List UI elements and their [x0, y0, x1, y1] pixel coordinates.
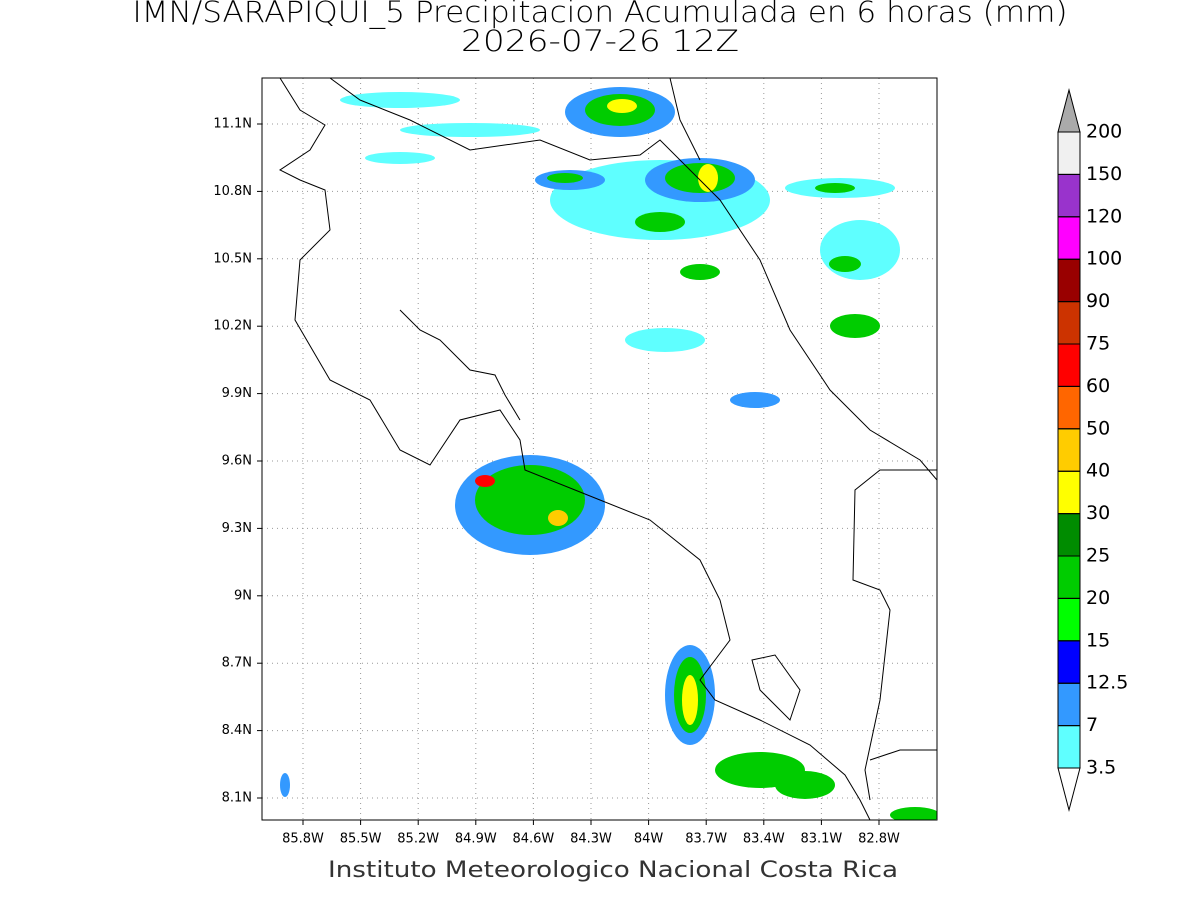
- x-tick-label: 83.1W: [800, 832, 842, 847]
- rain-area: [475, 475, 495, 487]
- colorbar-label: 7: [1086, 714, 1098, 736]
- x-tick-label: 85.2W: [397, 832, 439, 847]
- rain-area: [829, 256, 861, 272]
- subtitle: 2026-07-26 12Z: [461, 24, 739, 58]
- colorbar-label: 25: [1086, 545, 1110, 567]
- coast: [399, 309, 521, 421]
- colorbar-label: 30: [1086, 502, 1110, 524]
- colorbar-segment: [1057, 385, 1081, 430]
- colorbar-segment: [1057, 301, 1081, 345]
- colorbar-segment: [1057, 640, 1081, 684]
- colorbar-segment: [1057, 725, 1081, 769]
- rain-area: [635, 212, 685, 232]
- colorbar-segment: [1057, 682, 1081, 727]
- colorbar-label: 75: [1086, 333, 1110, 355]
- colorbar-segment: [1057, 555, 1081, 599]
- rain-area: [548, 510, 568, 526]
- rain-area: [890, 807, 937, 820]
- colorbar-segment: [1057, 597, 1081, 642]
- rain-area: [830, 314, 880, 338]
- colorbar-label: 3.5: [1086, 757, 1116, 779]
- y-tick-label: 9.6N: [222, 454, 252, 469]
- y-tick-label: 10.5N: [213, 251, 252, 266]
- rain-area: [698, 164, 718, 192]
- rain-area: [682, 675, 698, 725]
- colorbar: 3.5 7 12.5 15 20 25 30 40 50 60 75 90 100 120 150 200: [1057, 88, 1128, 812]
- colorbar-label: 50: [1086, 417, 1110, 439]
- y-tick-label: 11.1N: [213, 117, 252, 132]
- y-tick-label: 10.2N: [213, 319, 252, 334]
- y-tick-label: 8.7N: [222, 656, 252, 671]
- rain-area: [730, 392, 780, 408]
- colorbar-label: 60: [1086, 375, 1110, 397]
- y-tick-label: 8.1N: [222, 791, 252, 806]
- rain-area: [340, 92, 460, 108]
- y-tick-label: 10.8N: [213, 184, 252, 199]
- colorbar-segment: [1057, 173, 1081, 218]
- colorbar-extend-high: [1057, 88, 1081, 133]
- colorbar-label: 90: [1086, 290, 1110, 312]
- colorbar-label: 150: [1086, 163, 1122, 185]
- x-tick-label: 84.6W: [512, 832, 554, 847]
- colorbar-segment: [1057, 216, 1081, 260]
- coastline: [279, 78, 937, 820]
- y-tick-label: 9.9N: [222, 386, 252, 401]
- grid: [257, 78, 937, 825]
- colorbar-segment: [1057, 258, 1081, 303]
- rain-area: [280, 773, 290, 797]
- colorbar-label: 100: [1086, 248, 1122, 270]
- colorbar-segment: [1057, 343, 1081, 387]
- x-tick-label: 84W: [634, 832, 664, 847]
- border: [329, 78, 937, 481]
- coast: [852, 469, 937, 801]
- colorbar-segment: [1057, 470, 1081, 515]
- x-tick-label: 83.7W: [685, 832, 727, 847]
- colorbar-label: 12.5: [1086, 672, 1128, 694]
- x-tick-label: 82.8W: [858, 832, 900, 847]
- colorbar-label: 40: [1086, 460, 1110, 482]
- rain-area: [475, 465, 585, 535]
- rain-area: [547, 173, 583, 183]
- coast: [279, 78, 871, 820]
- rain-area: [607, 99, 637, 113]
- title: IMN/SARAPIQUI_5 Precipitacion Acumulada …: [133, 0, 1068, 30]
- colorbar-segment: [1057, 513, 1081, 557]
- y-tick-label: 9N: [234, 588, 252, 603]
- rain-area: [680, 264, 720, 280]
- x-tick-label: 85.8W: [282, 832, 324, 847]
- colorbar-label: 20: [1086, 587, 1110, 609]
- footer: Instituto Meteorologico Nacional Costa R…: [328, 858, 898, 883]
- y-tick-label: 8.4N: [222, 723, 252, 738]
- rain-area: [815, 183, 855, 193]
- colorbar-segment: [1057, 131, 1081, 175]
- rain-area: [365, 152, 435, 164]
- coast: [751, 654, 801, 721]
- y-tick-label: 9.3N: [222, 521, 252, 536]
- rain-area: [625, 328, 705, 352]
- x-tick-label: 84.3W: [570, 832, 612, 847]
- x-tick-label: 85.5W: [340, 832, 382, 847]
- colorbar-segment: [1057, 428, 1081, 472]
- colorbar-label: 200: [1086, 121, 1122, 143]
- coast: [669, 78, 701, 161]
- colorbar-extend-low: [1057, 767, 1081, 812]
- coast: [869, 749, 937, 761]
- rain-area: [775, 771, 835, 799]
- rain-area: [400, 123, 540, 137]
- plot-frame: [261, 77, 938, 821]
- rain-area: [820, 220, 900, 280]
- colorbar-label: 15: [1086, 629, 1110, 651]
- x-tick-label: 84.9W: [455, 832, 497, 847]
- precipitation: [280, 87, 937, 820]
- colorbar-label: 120: [1086, 205, 1122, 227]
- x-tick-label: 83.4W: [743, 832, 785, 847]
